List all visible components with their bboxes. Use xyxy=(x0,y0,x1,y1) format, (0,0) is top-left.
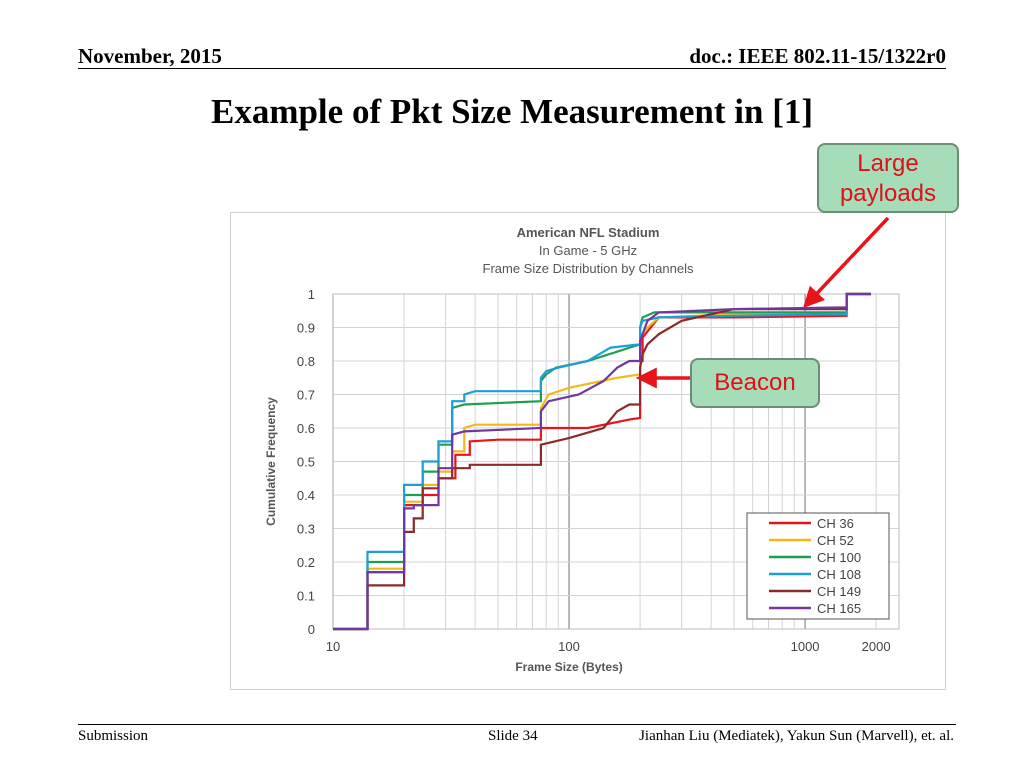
chart-title-line: Frame Size Distribution by Channels xyxy=(483,261,694,276)
x-tick-label: 100 xyxy=(558,639,580,654)
x-tick-label: 10 xyxy=(326,639,340,654)
beacon-callout: Beacon xyxy=(690,358,820,408)
header-doc-id: doc.: IEEE 802.11-15/1322r0 xyxy=(689,44,946,68)
y-tick-label: 0.9 xyxy=(297,321,315,336)
beacon-label: Beacon xyxy=(714,369,796,396)
header-divider xyxy=(78,68,946,69)
chart-frame: American NFL Stadium In Game - 5 GHz Frame… xyxy=(230,212,946,690)
series-line xyxy=(333,292,871,631)
y-tick-label: 1 xyxy=(308,287,315,302)
chart-title-line: American NFL Stadium xyxy=(517,225,660,240)
legend-label: CH 100 xyxy=(817,550,861,565)
y-tick-label: 0 xyxy=(308,622,315,637)
y-tick-label: 0.7 xyxy=(297,388,315,403)
series-line xyxy=(333,292,871,631)
legend-label: CH 52 xyxy=(817,533,854,548)
y-tick-label: 0.2 xyxy=(297,555,315,570)
slide-title: Example of Pkt Size Measurement in [1] xyxy=(210,92,814,131)
y-tick-label: 0.6 xyxy=(297,421,315,436)
y-tick-label: 0.1 xyxy=(297,589,315,604)
footer-slide-number: Slide 34 xyxy=(488,728,538,744)
y-tick-label: 0.3 xyxy=(297,522,315,537)
legend-label: CH 165 xyxy=(817,601,861,616)
footer-submission: Submission xyxy=(78,728,149,744)
legend-label: CH 108 xyxy=(817,567,861,582)
cdf-chart: American NFL Stadium In Game - 5 GHz Frame… xyxy=(264,225,900,674)
y-tick-label: 0.5 xyxy=(297,455,315,470)
footer-authors: Jianhan Liu (Mediatek), Yakun Sun (Marve… xyxy=(639,728,954,744)
y-tick-label: 0.8 xyxy=(297,354,315,369)
large-payloads-callout: Large payloads xyxy=(817,143,959,213)
legend-label: CH 36 xyxy=(817,516,854,531)
series-line xyxy=(333,292,871,631)
y-axis-title: Cumulative Frequency xyxy=(264,397,278,526)
series-line xyxy=(333,292,871,631)
large-payloads-label-line1: Large xyxy=(857,150,919,177)
x-tick-label: 2000 xyxy=(862,639,891,654)
large-payloads-label-line2: payloads xyxy=(839,180,937,207)
chart-title-line: In Game - 5 GHz xyxy=(539,243,637,258)
x-axis-title: Frame Size (Bytes) xyxy=(515,660,622,674)
footer-divider xyxy=(78,724,956,725)
legend-box xyxy=(746,512,890,620)
x-tick-label: 1000 xyxy=(791,639,820,654)
plot-area-border xyxy=(332,293,900,630)
y-tick-label: 0.4 xyxy=(297,488,315,503)
legend-label: CH 149 xyxy=(817,584,861,599)
header-date: November, 2015 xyxy=(78,44,222,68)
